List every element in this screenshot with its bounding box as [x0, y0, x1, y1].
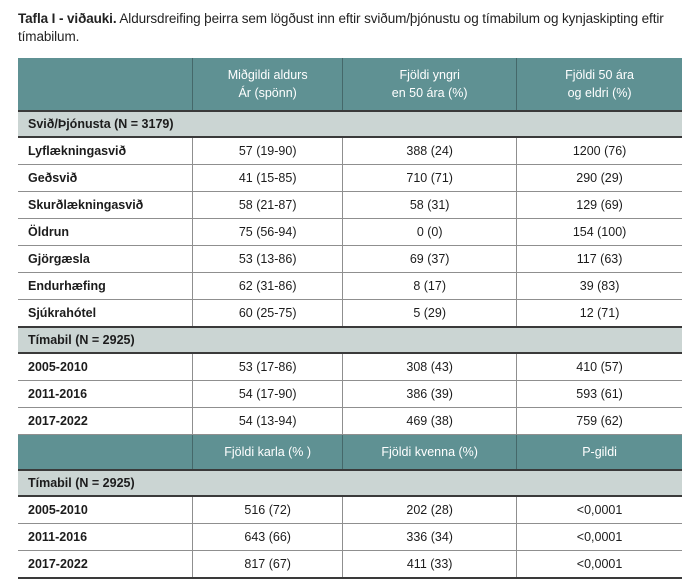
data-row: Endurhæfing 62 (31-86) 8 (17) 39 (83) [18, 272, 682, 300]
data-cell: 53 (13-86) [192, 245, 343, 273]
header-cell [18, 57, 193, 112]
row-label-cell: 2011-2016 [18, 380, 193, 408]
header-cell: Fjöldi 50 ára og eldri (%) [516, 57, 682, 112]
data-cell: 12 (71) [516, 299, 682, 328]
data-cell: 75 (56-94) [192, 218, 343, 246]
data-cell: 154 (100) [516, 218, 682, 246]
data-cell: 129 (69) [516, 191, 682, 219]
row-label-cell: Gjörgæsla [18, 245, 193, 273]
row-label-cell: 2005-2010 [18, 496, 193, 524]
section-label: Tímabil (N = 2925) [18, 469, 682, 497]
data-row: Skurðlækningasvið 58 (21-87) 58 (31) 129 (6… [18, 191, 682, 219]
section-row: Tímabil (N = 2925) [18, 469, 682, 497]
data-row: 2017-2022 54 (13-94) 469 (38) 759 (62) [18, 407, 682, 435]
data-cell: 308 (43) [342, 352, 517, 381]
data-cell: 58 (31) [342, 191, 517, 219]
row-label-cell: 2017-2022 [18, 407, 193, 435]
table-caption: Tafla I - viðauki. Aldursdreifing þeirra… [18, 10, 682, 46]
data-cell: 69 (37) [342, 245, 517, 273]
section-label: Svið/Þjónusta (N = 3179) [18, 109, 682, 138]
row-label-cell: Sjúkrahótel [18, 299, 193, 328]
data-cell: 336 (34) [342, 523, 517, 551]
data-cell: 60 (25-75) [192, 299, 343, 328]
header-row: Miðgildi aldurs Ár (spönn) Fjöldi yngri e… [18, 57, 682, 112]
data-cell: 1200 (76) [516, 136, 682, 165]
row-label-cell: Geðsvið [18, 164, 193, 192]
data-cell: 5 (29) [342, 299, 517, 328]
data-row: Öldrun 75 (56-94) 0 (0) 154 (100) [18, 218, 682, 246]
data-cell: 643 (66) [192, 523, 343, 551]
data-cell: 516 (72) [192, 496, 343, 524]
data-cell: 386 (39) [342, 380, 517, 408]
header-cell: Fjöldi yngri en 50 ára (%) [342, 57, 517, 112]
data-cell: 41 (15-85) [192, 164, 343, 192]
header-cell [18, 434, 193, 471]
data-cell: 202 (28) [342, 496, 517, 524]
row-label-cell: 2005-2010 [18, 352, 193, 381]
row-label-cell: Öldrun [18, 218, 193, 246]
data-row: 2011-2016 643 (66) 336 (34) <0,0001 [18, 523, 682, 551]
row-label-cell: Lyflækningasvið [18, 136, 193, 165]
data-cell: 54 (17-90) [192, 380, 343, 408]
data-cell: 411 (33) [342, 550, 517, 579]
data-row: 2017-2022 817 (67) 411 (33) <0,0001 [18, 550, 682, 579]
data-row: 2005-2010 516 (72) 202 (28) <0,0001 [18, 496, 682, 524]
data-row: Geðsvið 41 (15-85) 710 (71) 290 (29) [18, 164, 682, 192]
row-label-cell: 2011-2016 [18, 523, 193, 551]
section-row: Tímabil (N = 2925) [18, 325, 682, 354]
table-caption-label: Tafla I - viðauki. [18, 11, 117, 26]
row-label-cell: 2017-2022 [18, 550, 193, 579]
table-caption-text: Aldursdreifing þeirra sem lögðust inn ef… [18, 11, 664, 44]
data-cell: 62 (31-86) [192, 272, 343, 300]
row-label-cell: Endurhæfing [18, 272, 193, 300]
data-cell: 759 (62) [516, 407, 682, 435]
data-row: Sjúkrahótel 60 (25-75) 5 (29) 12 (71) [18, 299, 682, 328]
data-cell: 39 (83) [516, 272, 682, 300]
results-table: Miðgildi aldurs Ár (spönn) Fjöldi yngri e… [18, 57, 682, 579]
data-row: 2011-2016 54 (17-90) 386 (39) 593 (61) [18, 380, 682, 408]
section-label: Tímabil (N = 2925) [18, 325, 682, 354]
data-row: Gjörgæsla 53 (13-86) 69 (37) 117 (63) [18, 245, 682, 273]
data-cell: 117 (63) [516, 245, 682, 273]
data-row: Lyflækningasvið 57 (19-90) 388 (24) 1200 (7… [18, 136, 682, 165]
data-cell: 57 (19-90) [192, 136, 343, 165]
header-cell: Fjöldi karla (% ) [192, 434, 343, 471]
data-cell: 710 (71) [342, 164, 517, 192]
header-cell: Fjöldi kvenna (%) [342, 434, 517, 471]
data-row: 2005-2010 53 (17-86) 308 (43) 410 (57) [18, 352, 682, 381]
data-cell: 410 (57) [516, 352, 682, 381]
header-cell: P-gildi [516, 434, 682, 471]
table-body: Miðgildi aldurs Ár (spönn) Fjöldi yngri e… [18, 57, 682, 579]
header-cell: Miðgildi aldurs Ár (spönn) [192, 57, 343, 112]
data-cell: 388 (24) [342, 136, 517, 165]
data-cell: <0,0001 [516, 496, 682, 524]
data-cell: 58 (21-87) [192, 191, 343, 219]
header-row: Fjöldi karla (% ) Fjöldi kvenna (%) P-gild… [18, 434, 682, 471]
row-label-cell: Skurðlækningasvið [18, 191, 193, 219]
section-row: Svið/Þjónusta (N = 3179) [18, 109, 682, 138]
data-cell: 8 (17) [342, 272, 517, 300]
data-cell: 469 (38) [342, 407, 517, 435]
data-cell: 0 (0) [342, 218, 517, 246]
data-cell: <0,0001 [516, 550, 682, 579]
data-cell: 817 (67) [192, 550, 343, 579]
data-cell: 290 (29) [516, 164, 682, 192]
data-cell: 54 (13-94) [192, 407, 343, 435]
data-cell: 53 (17-86) [192, 352, 343, 381]
data-cell: 593 (61) [516, 380, 682, 408]
data-cell: <0,0001 [516, 523, 682, 551]
